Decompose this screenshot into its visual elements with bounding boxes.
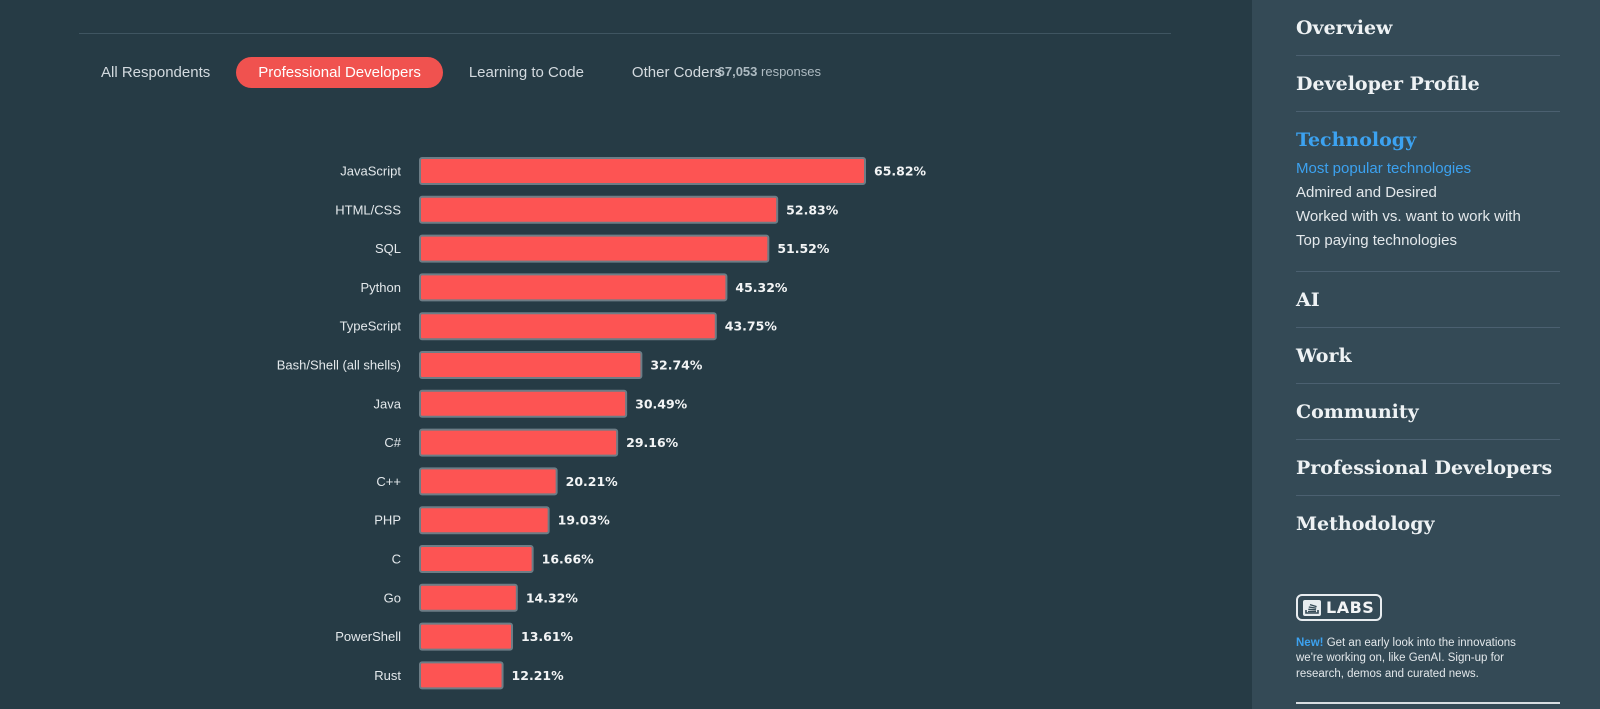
- category-label-python: Python: [361, 280, 401, 295]
- nav-professional-developers[interactable]: Professional Developers: [1296, 456, 1553, 479]
- category-label-java: Java: [374, 396, 402, 411]
- value-label-python: 45.32%: [735, 280, 788, 295]
- category-label-powershell: PowerShell: [335, 629, 401, 644]
- tab-professional-developers[interactable]: Professional Developers: [236, 56, 443, 88]
- bar-javascript[interactable]: [419, 157, 866, 185]
- bar-go[interactable]: [419, 583, 518, 612]
- category-label-javascript: JavaScript: [340, 164, 401, 179]
- labs-promo: LABS New! Get an early look into the inn…: [1296, 594, 1540, 682]
- subnav-admired-and-desired[interactable]: Admired and Desired: [1296, 184, 1437, 201]
- nav-section-ai: AI: [1296, 272, 1560, 328]
- category-label-c: C++: [376, 474, 401, 489]
- value-label-sql: 51.52%: [777, 241, 830, 256]
- value-label-c: 29.16%: [626, 435, 679, 450]
- respondent-tabs: All Respondents Professional Developers …: [79, 56, 748, 88]
- bar-c[interactable]: [419, 428, 619, 457]
- sidebar-bottom-divider: [1296, 702, 1560, 704]
- main-content: All Respondents Professional Developers …: [79, 33, 1171, 690]
- nav-section-professional-developers: Professional Developers: [1296, 440, 1560, 496]
- value-label-typescript: 43.75%: [725, 319, 778, 334]
- value-label-java: 30.49%: [635, 396, 688, 411]
- nav-overview[interactable]: Overview: [1296, 16, 1393, 39]
- subnav-most-popular-technologies[interactable]: Most popular technologies: [1296, 160, 1472, 177]
- bar-java[interactable]: [419, 389, 628, 418]
- category-label-typescript: TypeScript: [340, 319, 402, 334]
- bar-powershell[interactable]: [419, 622, 514, 651]
- nav-work[interactable]: Work: [1296, 344, 1352, 367]
- response-count-label: responses: [761, 64, 821, 79]
- nav-section-methodology: Methodology: [1296, 496, 1560, 551]
- stack-overflow-logo-icon: [1303, 599, 1321, 616]
- subnav-worked-with-vs-want[interactable]: Worked with vs. want to work with: [1296, 208, 1521, 225]
- nav-section-work: Work: [1296, 328, 1560, 384]
- bar-rust[interactable]: [419, 661, 504, 690]
- top-divider: [79, 33, 1171, 34]
- category-label-php: PHP: [374, 513, 401, 528]
- category-label-c: C#: [384, 435, 401, 450]
- bar-bash-shell-all-shells[interactable]: [419, 351, 643, 379]
- nav-methodology[interactable]: Methodology: [1296, 512, 1435, 535]
- bar-c[interactable]: [419, 467, 558, 496]
- nav-developer-profile[interactable]: Developer Profile: [1296, 72, 1480, 95]
- value-label-c: 16.66%: [542, 552, 595, 567]
- labs-badge-text: LABS: [1326, 598, 1375, 617]
- value-label-c: 20.21%: [566, 474, 619, 489]
- sidebar-nav: Overview Developer Profile Technology Mo…: [1296, 0, 1560, 551]
- bar-sql[interactable]: [419, 234, 770, 263]
- value-label-powershell: 13.61%: [521, 629, 574, 644]
- bar-php[interactable]: [419, 506, 550, 535]
- tab-all-respondents[interactable]: All Respondents: [101, 63, 211, 81]
- category-label-sql: SQL: [375, 241, 401, 256]
- nav-ai[interactable]: AI: [1296, 288, 1320, 311]
- tab-other-coders[interactable]: Other Coders: [631, 63, 722, 81]
- labs-badge[interactable]: LABS: [1296, 594, 1383, 621]
- value-label-bash-shell-all-shells: 32.74%: [650, 358, 703, 373]
- labs-new-tag: New!: [1296, 636, 1324, 649]
- bar-html-css[interactable]: [419, 195, 779, 224]
- category-label-c: C: [392, 552, 401, 567]
- bar-typescript[interactable]: [419, 312, 717, 341]
- nav-section-technology: Technology Most popular technologies Adm…: [1296, 112, 1560, 272]
- subnav-top-paying-technologies[interactable]: Top paying technologies: [1296, 232, 1457, 249]
- bar-python[interactable]: [419, 273, 728, 302]
- sidebar: Overview Developer Profile Technology Mo…: [1252, 0, 1600, 709]
- nav-community[interactable]: Community: [1296, 400, 1419, 423]
- nav-section-developer-profile: Developer Profile: [1296, 56, 1560, 112]
- response-count-number: 67,053: [717, 64, 758, 79]
- category-label-go: Go: [384, 590, 401, 605]
- value-label-javascript: 65.82%: [874, 164, 927, 179]
- bar-c[interactable]: [419, 545, 534, 573]
- tab-learning-to-code[interactable]: Learning to Code: [468, 63, 584, 81]
- category-label-html-css: HTML/CSS: [335, 202, 401, 217]
- category-label-rust: Rust: [374, 668, 401, 683]
- value-label-rust: 12.21%: [512, 668, 565, 683]
- value-label-go: 14.32%: [526, 590, 579, 605]
- labs-description-text: Get an early look into the innovations w…: [1296, 636, 1516, 680]
- popular-technologies-chart: JavaScript 65.82% HTML/CSS 52.83% SQL 51.52% P…: [277, 157, 927, 690]
- value-label-php: 19.03%: [558, 513, 611, 528]
- nav-section-community: Community: [1296, 384, 1560, 440]
- nav-technology[interactable]: Technology: [1296, 128, 1417, 151]
- labs-description: New! Get an early look into the innovati…: [1296, 636, 1540, 683]
- response-count: 67,053 responses: [718, 64, 821, 79]
- value-label-html-css: 52.83%: [786, 202, 839, 217]
- technology-subnav: Most popular technologies Admired and De…: [1296, 157, 1560, 271]
- category-label-bash-shell-all-shells: Bash/Shell (all shells): [277, 358, 401, 373]
- nav-section-overview: Overview: [1296, 0, 1560, 56]
